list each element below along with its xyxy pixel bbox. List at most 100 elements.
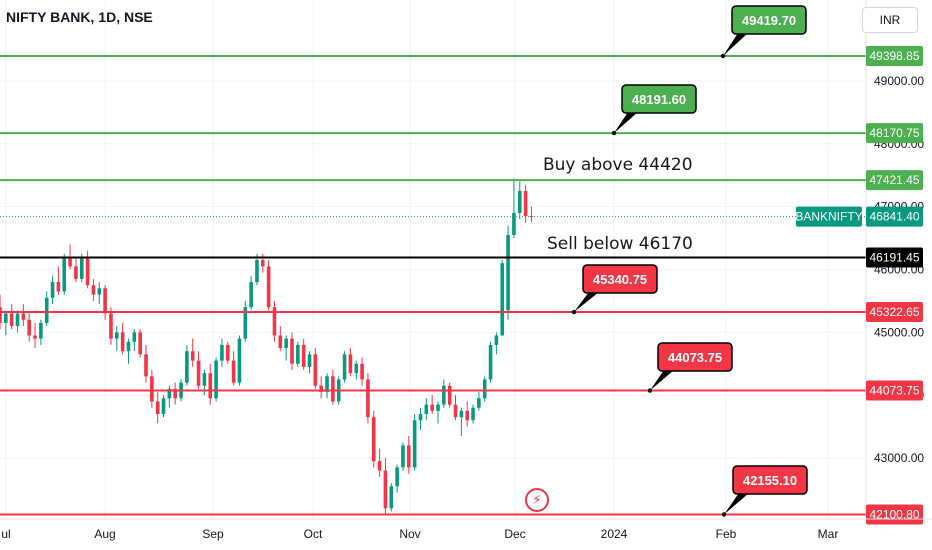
candle-body bbox=[62, 256, 67, 292]
candle-body bbox=[50, 282, 55, 298]
candle-body bbox=[173, 388, 177, 399]
x-tick-label: Aug bbox=[94, 527, 115, 541]
symbol-tag bbox=[796, 206, 862, 227]
candle-body bbox=[494, 335, 499, 345]
candle-body bbox=[465, 410, 469, 421]
candle-body bbox=[453, 404, 458, 418]
level-price-label: 42100.80 bbox=[869, 507, 919, 521]
candle-body bbox=[79, 256, 84, 279]
candle-body bbox=[266, 266, 271, 308]
price-callout[interactable]: 42155.10 bbox=[721, 465, 808, 517]
candle-body bbox=[214, 360, 218, 399]
x-tick-label: 2024 bbox=[601, 527, 628, 541]
callout-pointer bbox=[614, 112, 638, 134]
candle-body bbox=[412, 420, 417, 468]
candle-body bbox=[33, 335, 37, 339]
candle-body bbox=[0, 307, 2, 323]
candle-body bbox=[56, 282, 61, 292]
price-callout[interactable]: 48191.60 bbox=[611, 84, 697, 136]
candle-body bbox=[249, 282, 253, 308]
candle-body bbox=[208, 373, 213, 399]
y-tick-label: 43000.00 bbox=[874, 451, 924, 465]
level-price-tag bbox=[866, 380, 923, 401]
candle-body bbox=[39, 322, 43, 339]
candle-body bbox=[512, 212, 516, 235]
candle-body bbox=[506, 234, 510, 311]
candle-body bbox=[85, 256, 90, 286]
callout-anchor bbox=[721, 512, 727, 517]
x-tick-label: Feb bbox=[716, 527, 737, 541]
time-axis[interactable]: ul Aug Sep Oct Nov Dec 2024 Feb Mar bbox=[0, 518, 932, 541]
candle-body bbox=[44, 297, 49, 323]
level-price-label: 47421.45 bbox=[869, 173, 919, 187]
candle-body bbox=[167, 388, 172, 399]
candle-body bbox=[231, 360, 236, 383]
candle-body bbox=[395, 467, 399, 487]
callout-box bbox=[621, 84, 697, 114]
candle-body bbox=[103, 288, 107, 314]
candle-body bbox=[471, 407, 475, 421]
candle-body bbox=[348, 354, 353, 374]
candle-body bbox=[115, 332, 119, 339]
candle-body bbox=[366, 379, 370, 418]
candle-body bbox=[272, 307, 277, 336]
logo-icon: ⚡ bbox=[525, 488, 549, 512]
candle-body bbox=[91, 285, 96, 295]
candle-body bbox=[389, 486, 394, 509]
callout-box bbox=[657, 342, 733, 372]
callout-anchor bbox=[571, 309, 577, 315]
candle-body bbox=[517, 190, 522, 213]
chart-annotation: Buy above 44420 bbox=[543, 155, 693, 175]
x-tick-label: Oct bbox=[304, 527, 323, 541]
candle-body bbox=[15, 313, 20, 327]
x-tick-label: Sep bbox=[202, 527, 224, 541]
candle-body bbox=[237, 338, 242, 383]
y-tick-label: 49000.00 bbox=[874, 74, 924, 88]
candle-body bbox=[430, 404, 434, 411]
callout-box bbox=[731, 5, 807, 35]
candle-body bbox=[436, 404, 440, 411]
candle-body bbox=[401, 445, 405, 468]
candle-body bbox=[9, 313, 14, 327]
price-callout[interactable]: 45340.75 bbox=[571, 264, 658, 315]
candle-body bbox=[144, 354, 148, 377]
candle-body bbox=[190, 351, 195, 361]
candle-body bbox=[447, 385, 452, 405]
level-price-tag bbox=[866, 247, 923, 268]
candle-body bbox=[138, 332, 142, 355]
callout-pointer bbox=[650, 370, 674, 391]
candle-body bbox=[296, 344, 300, 364]
x-tick-label: Mar bbox=[818, 527, 839, 541]
gridlines bbox=[0, 0, 866, 518]
candle-body bbox=[325, 376, 329, 393]
level-price-tag bbox=[866, 302, 923, 323]
candle-body bbox=[255, 260, 259, 283]
candle-body bbox=[68, 256, 72, 267]
candle-body bbox=[196, 360, 201, 386]
candle-body bbox=[477, 398, 481, 408]
candle-body bbox=[21, 313, 26, 320]
candle-body bbox=[185, 351, 189, 383]
candle-body bbox=[319, 385, 323, 393]
price-callout[interactable]: 44073.75 bbox=[647, 342, 733, 393]
price-axis[interactable]: 49000.0048000.0047000.0046000.0045000.00… bbox=[795, 0, 924, 525]
y-tick-label: 45000.00 bbox=[874, 325, 924, 339]
last-price-tag bbox=[866, 206, 923, 227]
currency-selector[interactable]: INR bbox=[862, 7, 918, 33]
candle-body bbox=[126, 341, 131, 352]
candle-body bbox=[313, 354, 318, 386]
candle-body bbox=[261, 260, 265, 267]
candle-body bbox=[220, 344, 224, 361]
level-price-label: 45322.65 bbox=[869, 305, 919, 319]
candle-body bbox=[377, 461, 382, 471]
candle-body bbox=[161, 398, 166, 415]
candle-body bbox=[500, 263, 505, 336]
callout-pointer bbox=[723, 33, 748, 56]
level-price-label: 49398.85 bbox=[869, 49, 919, 63]
last-price-label: 46841.40 bbox=[869, 210, 919, 224]
callout-anchor bbox=[611, 130, 617, 136]
callout-pointer bbox=[724, 493, 749, 515]
price-callout[interactable]: 49419.70 bbox=[720, 5, 807, 59]
callout-box bbox=[582, 264, 658, 294]
